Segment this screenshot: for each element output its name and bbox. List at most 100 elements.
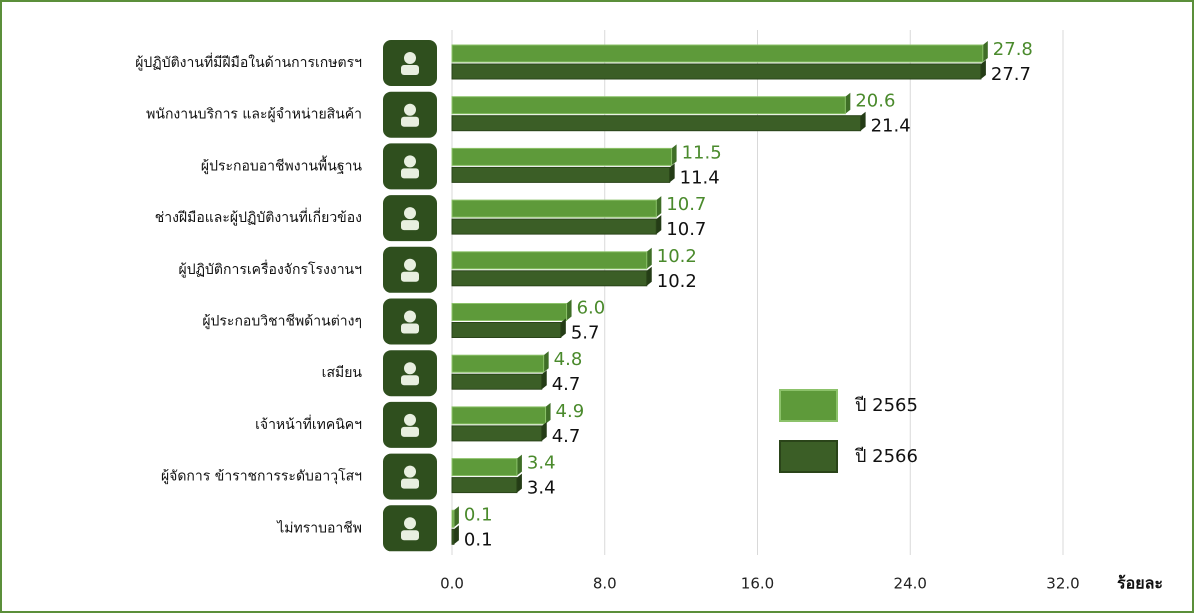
bar-depth bbox=[545, 402, 551, 424]
value-label: 3.4 bbox=[527, 453, 556, 474]
category-icon-glyph bbox=[401, 220, 419, 231]
bar-depth bbox=[516, 473, 522, 493]
bar bbox=[451, 44, 984, 63]
bar-depth bbox=[560, 318, 566, 338]
y-tick-label: ผู้จัดการ ข้าราชการระดับอาวุโสฯ bbox=[161, 468, 362, 485]
bar-depth bbox=[980, 60, 986, 79]
bar bbox=[451, 96, 846, 115]
bar-depth bbox=[516, 454, 522, 476]
bar-depth bbox=[860, 111, 866, 131]
value-label: 4.7 bbox=[552, 374, 581, 395]
category-icon-glyph bbox=[401, 271, 419, 282]
bar bbox=[451, 477, 518, 494]
category-icon-glyph bbox=[401, 530, 419, 541]
value-label: 10.2 bbox=[657, 246, 697, 267]
value-label: 5.7 bbox=[571, 323, 600, 344]
bar bbox=[451, 458, 518, 477]
y-tick-label: พนักงานบริการ และผู้จำหน่ายสินค้า bbox=[146, 107, 362, 123]
bar bbox=[451, 115, 862, 132]
y-tick-label: ผู้ปฏิบัติงานที่มีฝีมือในด้านการเกษตรฯ bbox=[135, 53, 362, 71]
value-label: 10.7 bbox=[666, 194, 706, 215]
bar bbox=[451, 147, 673, 166]
value-label: 0.1 bbox=[464, 529, 493, 550]
category-icon-glyph bbox=[401, 478, 419, 489]
category-icon-glyph bbox=[401, 375, 419, 386]
x-tick-label: 8.0 bbox=[593, 575, 617, 593]
value-label: 3.4 bbox=[527, 478, 556, 499]
value-label: 11.4 bbox=[680, 167, 720, 188]
bar bbox=[451, 354, 545, 373]
bar bbox=[451, 528, 455, 545]
legend-label: ปี 2565 bbox=[855, 395, 918, 416]
bar bbox=[451, 322, 562, 338]
category-icon-glyph bbox=[401, 426, 419, 437]
category-icon-glyph bbox=[404, 517, 416, 530]
value-label: 4.7 bbox=[552, 426, 581, 447]
bar-depth bbox=[982, 41, 988, 62]
value-label: 27.8 bbox=[993, 39, 1033, 60]
legend-label: ปี 2566 bbox=[855, 446, 918, 467]
category-icon-glyph bbox=[404, 465, 416, 478]
value-label: 4.9 bbox=[556, 401, 585, 422]
bar-depth bbox=[453, 506, 459, 528]
legend-swatch bbox=[779, 440, 838, 473]
y-tick-label: ไม่ทราบอาชีพ bbox=[276, 519, 362, 536]
bar-depth bbox=[541, 421, 547, 441]
value-label: 4.8 bbox=[554, 349, 583, 370]
bar bbox=[451, 166, 671, 183]
value-label: 11.5 bbox=[682, 142, 722, 163]
bar-depth bbox=[566, 299, 572, 321]
bar bbox=[451, 218, 657, 235]
y-tick-label: ผู้ปฏิบัติการเครื่องจักรโรงงานฯ bbox=[179, 260, 362, 278]
category-icon-glyph bbox=[401, 168, 419, 179]
value-label: 6.0 bbox=[577, 298, 606, 319]
bar-depth bbox=[845, 92, 851, 114]
category-icon-glyph bbox=[404, 413, 416, 426]
y-tick-label: ช่างฝีมือและผู้ปฏิบัติงานที่เกี่ยวข้อง bbox=[155, 208, 362, 226]
bar bbox=[451, 199, 657, 218]
bar bbox=[451, 406, 547, 425]
value-label: 21.4 bbox=[871, 116, 911, 137]
bar-depth bbox=[453, 525, 459, 545]
category-icon-glyph bbox=[404, 155, 416, 168]
legend-swatch bbox=[779, 389, 838, 422]
bar-depth bbox=[541, 370, 547, 390]
category-icon-glyph bbox=[404, 103, 416, 116]
x-axis-label: ร้อยละ bbox=[1117, 574, 1163, 593]
bar-depth bbox=[656, 215, 662, 235]
bar bbox=[451, 63, 982, 80]
y-tick-label: เจ้าหน้าที่เทคนิคฯ bbox=[255, 415, 362, 433]
bar-depth bbox=[646, 247, 652, 269]
category-icon-glyph bbox=[404, 362, 416, 375]
category-icon-glyph bbox=[401, 323, 419, 334]
bar-depth bbox=[671, 144, 677, 166]
category-icon-glyph bbox=[401, 116, 419, 127]
category-icon-glyph bbox=[404, 207, 416, 220]
value-label: 10.7 bbox=[666, 219, 706, 240]
bar-depth bbox=[543, 351, 549, 373]
bar bbox=[451, 509, 455, 528]
bar-depth bbox=[669, 163, 675, 183]
value-label: 20.6 bbox=[855, 91, 895, 112]
category-icon-glyph bbox=[404, 310, 416, 323]
y-tick-label: ผู้ประกอบอาชีพงานพื้นฐาน bbox=[201, 155, 363, 174]
value-label: 27.7 bbox=[991, 64, 1031, 85]
category-icon-glyph bbox=[404, 258, 416, 271]
bar bbox=[451, 425, 543, 442]
y-tick-label: ผู้ประกอบวิชาชีพด้านต่างๆ bbox=[202, 314, 362, 330]
value-label: 10.2 bbox=[657, 271, 697, 292]
bar-depth bbox=[656, 196, 662, 218]
x-tick-label: 16.0 bbox=[741, 575, 774, 593]
x-tick-label: 0.0 bbox=[440, 575, 464, 593]
bar bbox=[451, 303, 568, 321]
bar bbox=[451, 373, 543, 390]
bar bbox=[451, 251, 648, 270]
y-tick-label: เสมียน bbox=[322, 365, 363, 381]
bar-depth bbox=[646, 266, 652, 286]
category-icon-glyph bbox=[401, 65, 419, 75]
bar bbox=[451, 270, 648, 287]
x-tick-label: 32.0 bbox=[1046, 575, 1079, 593]
category-icon-glyph bbox=[404, 52, 416, 64]
value-label: 0.1 bbox=[464, 504, 493, 525]
